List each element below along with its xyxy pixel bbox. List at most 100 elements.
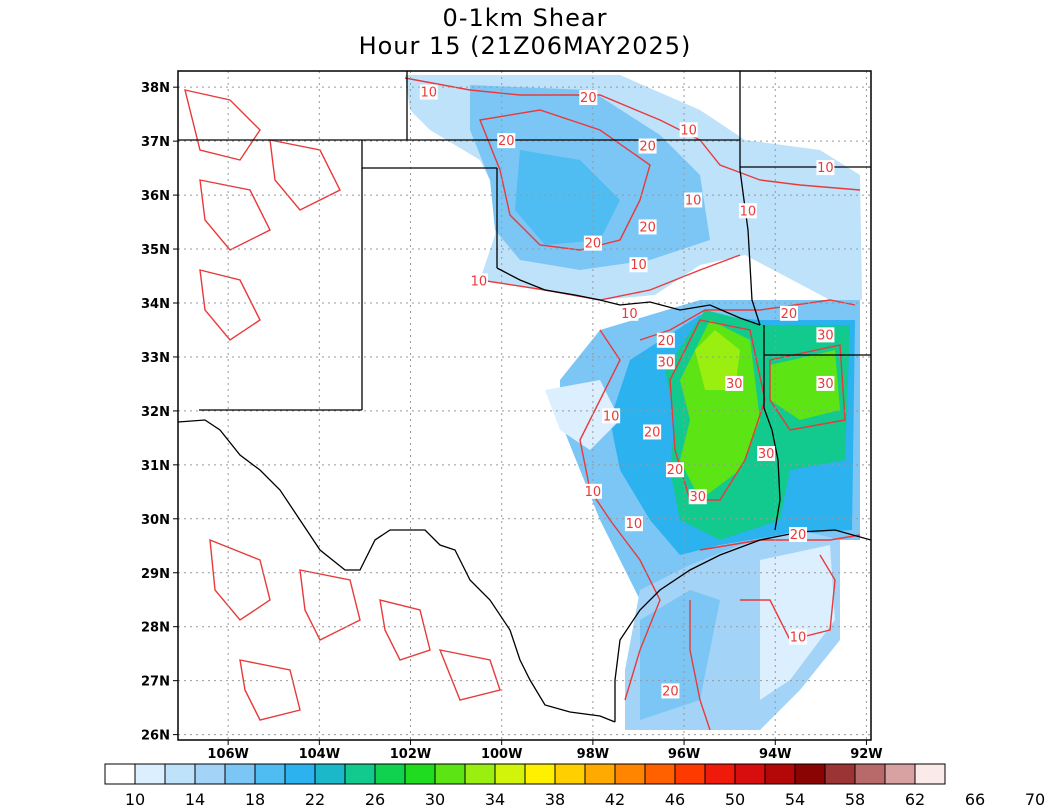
contour-label: 20 — [638, 219, 657, 235]
contour-west-7 — [239, 659, 301, 721]
contour-west-4 — [269, 139, 341, 211]
contour-label: 20 — [661, 683, 680, 699]
lon-tick-label: 104W — [299, 747, 340, 762]
contour-label-bg — [789, 526, 808, 542]
contour-label: 20 — [656, 332, 675, 349]
contour-label-bg — [779, 305, 798, 321]
contour-label-bg — [816, 160, 835, 176]
contour-label-bg — [725, 375, 744, 391]
lon-tick-label: 92W — [850, 747, 882, 762]
contour-label: 30 — [725, 375, 744, 392]
contour-label-text: 20 — [781, 307, 798, 322]
lon-tick-label: 106W — [207, 747, 248, 762]
colorbar-label: 14 — [185, 790, 205, 809]
contour-label-bg — [624, 516, 643, 532]
lat-tick-label: 38N — [141, 81, 170, 96]
colorbar — [104, 763, 946, 785]
colorbar-swatch — [674, 763, 706, 785]
texas-louisiana-border — [763, 325, 781, 531]
contour-label: 10 — [620, 305, 639, 322]
lon-tick-label: 100W — [481, 747, 522, 762]
contour-label-bg — [579, 89, 598, 105]
contour-west-6 — [299, 569, 361, 641]
lon-tick-label: 102W — [390, 747, 431, 762]
lon-tick-label: 96W — [668, 747, 700, 762]
colorbar-swatch — [344, 763, 376, 785]
texas-gulf-coast — [614, 529, 871, 722]
map-gridlines — [178, 71, 871, 740]
contour-label-bg — [665, 462, 684, 478]
contour-label-bg — [688, 489, 707, 505]
contour-label-bg — [738, 203, 757, 219]
state-boundaries — [178, 71, 871, 723]
contour-label-bg — [583, 483, 602, 499]
colorbar-label: 54 — [785, 790, 805, 809]
contour-label: 10 — [629, 257, 648, 273]
lat-tick-label: 34N — [141, 297, 170, 312]
colorbar-swatch — [374, 763, 406, 785]
colorbar-label: 34 — [485, 790, 505, 809]
colorbar-label: 70 — [1025, 790, 1045, 809]
contour-label-text: 20 — [644, 425, 661, 440]
contour-label-text: 10 — [630, 258, 647, 273]
colorbar-label: 58 — [845, 790, 865, 809]
contour-label: 10 — [738, 203, 757, 219]
red-river — [496, 267, 761, 326]
contour-label-bg — [638, 138, 657, 154]
contour-label-text: 20 — [585, 237, 602, 252]
shear-shading — [405, 75, 862, 730]
contour-label-text: 20 — [667, 463, 684, 478]
colorbar-swatch — [644, 763, 676, 785]
contour-20-south — [689, 600, 711, 731]
lat-tick-label: 30N — [141, 513, 170, 528]
lon-tick-label: 94W — [759, 747, 791, 762]
lat-tick-label: 33N — [141, 351, 170, 366]
contour-label-text: 10 — [680, 123, 697, 138]
map-frame — [177, 70, 872, 741]
contour-label-text: 10 — [603, 409, 620, 424]
contour-label: 20 — [789, 526, 808, 543]
colorbar-swatch — [524, 763, 556, 785]
contour-label-text: 30 — [689, 490, 706, 505]
rio-grande — [178, 419, 616, 723]
colorbar-swatch — [704, 763, 736, 785]
latitude-axis: 38N 37N 36N 35N 34N 33N 32N 31N 30N 29N 28N 27N 26N — [141, 81, 178, 744]
contour-label-text: 20 — [639, 220, 656, 235]
lat-tick-label: 32N — [141, 405, 170, 420]
shear-area-yellowgreen — [695, 330, 740, 390]
colorbar-label: 42 — [605, 790, 625, 809]
colorbar-swatch — [404, 763, 436, 785]
contour-label: 10 — [419, 84, 438, 101]
colorbar-swatch — [134, 763, 166, 785]
colorbar-label: 66 — [965, 790, 985, 809]
contour-label-text: 10 — [420, 86, 437, 101]
contour-label-bg — [583, 235, 602, 251]
contour-label-bg — [656, 332, 675, 348]
contour-label-text: 10 — [585, 485, 602, 500]
colorbar-label: 62 — [905, 790, 925, 809]
colorbar-label: 38 — [545, 790, 565, 809]
lat-tick-label: 29N — [141, 567, 170, 582]
contour-label: 20 — [497, 133, 516, 149]
contour-label-text: 10 — [685, 193, 702, 208]
colorbar-swatch — [764, 763, 796, 785]
colorbar-swatch — [494, 763, 526, 785]
contour-label-bg — [638, 219, 657, 235]
lon-tick-label: 98W — [577, 747, 609, 762]
colorbar-swatch — [464, 763, 496, 785]
contour-label-text: 20 — [662, 684, 679, 699]
contour-labels: 10 20 20 10 20 10 10 10 20 20 10 10 10 20 30 20 30 30 30 10… — [419, 84, 835, 699]
contour-label-bg — [643, 424, 662, 440]
colorbar-labels: 10 14 18 22 26 30 34 38 42 46 50 54 58 62 66 70 — [125, 790, 1045, 809]
contour-label: 10 — [789, 629, 808, 645]
contour-label-bg — [679, 122, 698, 138]
colorbar-swatch — [104, 763, 136, 785]
shear-area-north-core — [515, 150, 620, 245]
contour-10-gulf — [740, 554, 836, 641]
lat-tick-label: 31N — [141, 459, 170, 474]
shear-contours — [184, 77, 861, 731]
map-title: 0-1km Shear — [442, 4, 608, 32]
longitude-axis: 106W 104W 102W 100W 98W 96W 94W 92W — [207, 740, 883, 762]
contour-label-bg — [656, 354, 675, 370]
contour-label-bg — [469, 273, 488, 289]
